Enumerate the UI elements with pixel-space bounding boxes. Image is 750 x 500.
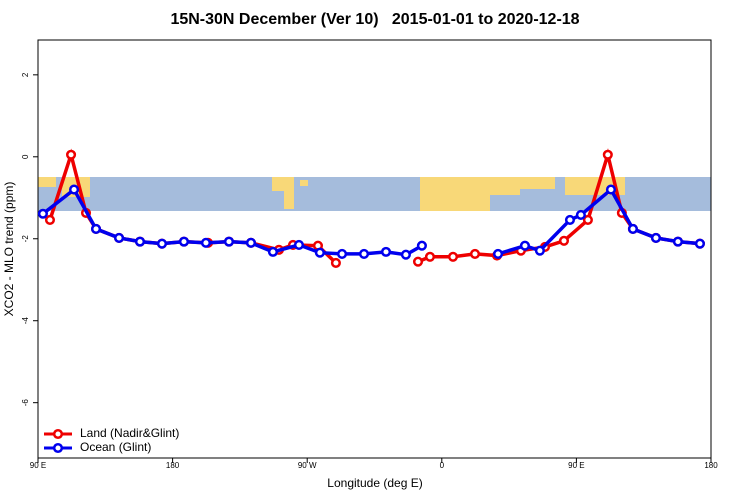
series-point	[114, 232, 125, 243]
series-point	[694, 238, 705, 249]
series-point	[314, 247, 325, 258]
plot-frame	[37, 39, 712, 459]
series-point	[627, 223, 638, 234]
x-axis-label: Longitude (deg E)	[327, 476, 422, 490]
chart-title: 15N-30N December (Ver 10) 2015-01-01 to …	[170, 11, 579, 28]
series-point	[90, 223, 102, 234]
series-point	[412, 256, 424, 267]
series-point	[605, 184, 616, 195]
legend-label: Land (Nadir&Glint)	[80, 426, 179, 440]
series-point	[672, 236, 683, 247]
x-tick-label: 180	[166, 461, 180, 470]
series-point	[37, 208, 48, 219]
series-point	[66, 149, 77, 160]
y-tick-label: 2	[21, 72, 30, 77]
legend-marker	[52, 428, 64, 440]
series-point	[424, 251, 436, 262]
series-point	[416, 240, 427, 251]
series-line	[497, 186, 701, 256]
series-point	[267, 246, 279, 257]
series-point	[447, 251, 459, 262]
series-point	[575, 209, 586, 221]
series-point	[223, 236, 235, 247]
legend-label: Ocean (Glint)	[80, 440, 151, 454]
y-axis-label: XCO2 - MLO trend (ppm)	[2, 182, 16, 317]
series-point	[134, 236, 146, 247]
y-tick-label: 0	[21, 154, 30, 159]
series-point	[293, 239, 305, 250]
x-tick-label: 90 E	[568, 461, 584, 470]
series-point	[200, 237, 212, 248]
series-point	[492, 248, 504, 259]
series-point	[534, 245, 545, 256]
y-tick-label: -4	[21, 317, 30, 325]
series-point	[330, 257, 341, 268]
series-point	[44, 214, 56, 225]
x-tick-label: 90 E	[30, 461, 46, 470]
x-tick-label: 180	[704, 461, 718, 470]
series-point	[469, 248, 481, 259]
series-point	[519, 240, 531, 251]
y-tick-label: -6	[21, 399, 30, 407]
series-point	[336, 248, 348, 259]
x-tick-label: 90 W	[298, 461, 317, 470]
series-point	[602, 149, 613, 160]
series-point	[358, 248, 370, 259]
series-point	[245, 237, 257, 248]
series-point	[582, 214, 593, 225]
legend-marker	[52, 442, 64, 454]
series-point	[400, 249, 411, 260]
series-point	[380, 246, 392, 257]
series-point	[178, 236, 190, 247]
series-point	[558, 235, 570, 246]
x-tick-label: 0	[440, 461, 445, 470]
series-point	[564, 214, 576, 225]
series-point	[156, 238, 168, 249]
y-tick-label: -2	[21, 235, 30, 243]
series-point	[68, 184, 80, 195]
series-point	[650, 232, 662, 243]
